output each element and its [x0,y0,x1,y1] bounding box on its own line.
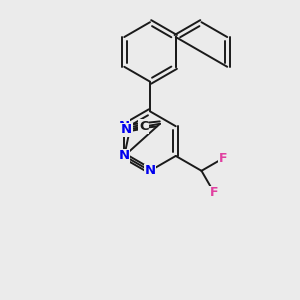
Text: N: N [119,120,130,133]
Text: N: N [121,123,132,136]
Text: C: C [139,120,149,133]
Text: F: F [219,152,228,165]
Text: N: N [144,164,156,177]
Text: N: N [119,149,130,162]
Text: F: F [210,186,218,199]
